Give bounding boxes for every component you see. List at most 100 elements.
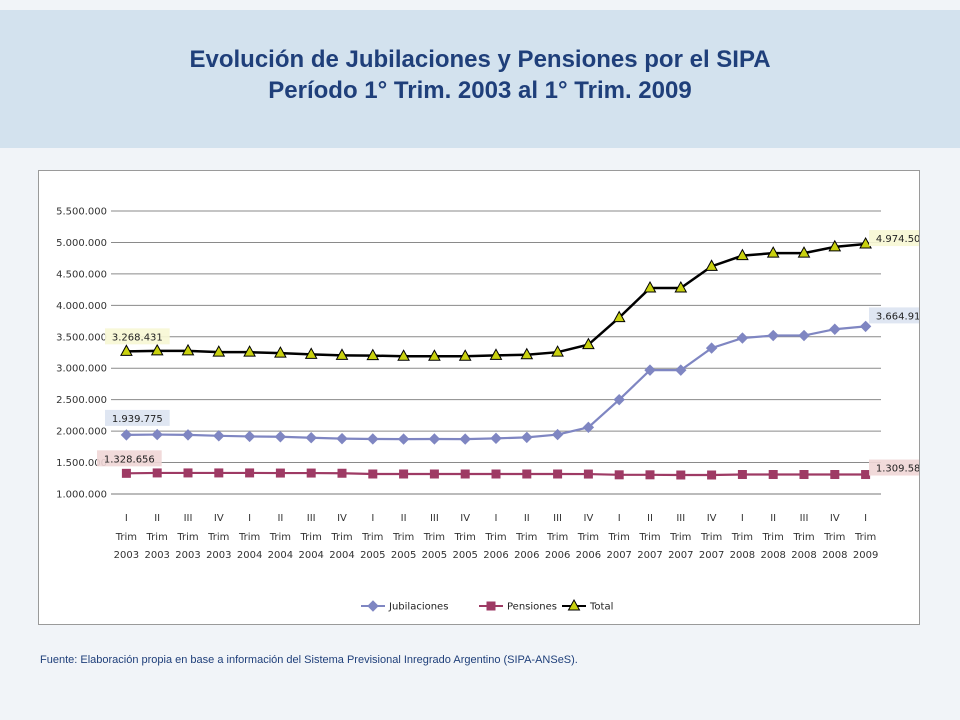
x-tick-year: 2003: [144, 550, 169, 561]
data-label-jubilaciones-first: 1.939.775: [112, 414, 163, 425]
data-point-pensiones: [645, 470, 655, 480]
x-tick-quarter: I: [495, 513, 498, 524]
data-point-jubilaciones: [736, 332, 749, 344]
data-label-total-first: 3.268.431: [112, 332, 163, 343]
x-tick-year: 2005: [452, 550, 477, 561]
data-point-total: [120, 344, 133, 356]
chart-frame: 1.000.000 1.500.000 2.000.000 2.500.000 3.00…: [38, 170, 920, 625]
x-tick-quarter: II: [154, 513, 160, 524]
x-tick-year: 2006: [483, 550, 508, 561]
data-point-jubilaciones: [182, 429, 194, 441]
x-tick-year: 2008: [822, 550, 847, 561]
x-tick-year: 2008: [760, 550, 785, 561]
data-point-total: [212, 345, 226, 357]
data-point-pensiones: [830, 470, 840, 480]
y-tick-label: 2.500.000: [56, 395, 107, 406]
data-label-pensiones-first: 1.328.656: [104, 454, 155, 465]
x-tick-trim: Trim: [238, 532, 260, 543]
data-point-total: [582, 337, 595, 350]
x-tick-trim: Trim: [669, 532, 691, 543]
data-point-pensiones: [121, 468, 131, 478]
x-tick-trim: Trim: [392, 532, 414, 543]
data-point-jubilaciones: [705, 342, 718, 354]
data-point-pensiones: [306, 468, 316, 478]
data-point-jubilaciones: [428, 433, 441, 445]
data-label-pensiones-last: 1.309.589: [876, 464, 919, 475]
x-tick-year: 2005: [391, 550, 416, 561]
x-tick-trim: Trim: [484, 532, 506, 543]
data-point-total: [520, 347, 534, 360]
data-point-jubilaciones: [829, 323, 841, 335]
title-line-2: Período 1° Trim. 2003 al 1° Trim. 2009: [268, 77, 692, 104]
x-tick-year: 2006: [576, 550, 601, 561]
series-line-total: [126, 242, 866, 358]
data-point-total: [366, 348, 380, 361]
data-point-jubilaciones: [798, 329, 810, 342]
x-tick-year: 2003: [206, 550, 231, 561]
data-point-jubilaciones: [397, 433, 410, 445]
data-point-jubilaciones: [274, 431, 287, 443]
x-tick-trim: Trim: [792, 532, 814, 543]
data-point-jubilaciones: [859, 320, 872, 333]
data-point-pensiones: [399, 469, 409, 479]
y-tick-label: 3.500.000: [56, 332, 107, 343]
x-tick-quarter: IV: [460, 513, 470, 524]
data-point-pensiones: [183, 468, 193, 478]
x-tick-trim: Trim: [423, 532, 445, 543]
data-point-total: [489, 348, 503, 360]
data-point-pensiones: [799, 470, 809, 480]
data-point-jubilaciones: [521, 431, 533, 444]
x-tick-trim: Trim: [731, 532, 753, 543]
x-tick-quarter: II: [524, 513, 530, 524]
x-tick-trim: Trim: [515, 532, 537, 543]
data-point-jubilaciones: [305, 432, 317, 444]
data-point-pensiones: [429, 469, 439, 479]
data-point-total: [181, 343, 195, 356]
x-tick-quarter: II: [401, 513, 407, 524]
data-point-jubilaciones: [551, 428, 564, 441]
data-point-total: [736, 248, 749, 261]
data-point-jubilaciones: [151, 428, 163, 441]
x-tick-quarter: III: [800, 513, 809, 524]
x-tick-trim: Trim: [269, 532, 291, 543]
data-point-pensiones: [275, 468, 285, 478]
x-tick-year: 2005: [422, 550, 447, 561]
data-point-total: [674, 281, 688, 293]
x-tick-year: 2007: [699, 550, 724, 561]
data-point-total: [428, 349, 441, 361]
data-point-pensiones: [768, 470, 778, 480]
x-tick-quarter: III: [676, 513, 685, 524]
x-tick-year: 2008: [791, 550, 816, 561]
x-tick-trim: Trim: [300, 532, 322, 543]
x-tick-trim: Trim: [146, 532, 168, 543]
x-tick-year: 2006: [545, 550, 570, 561]
x-tick-quarter: III: [184, 513, 193, 524]
data-point-pensiones: [337, 468, 347, 478]
data-point-pensiones: [737, 470, 747, 480]
x-tick-quarter: I: [618, 513, 621, 524]
x-tick-year: 2004: [237, 550, 262, 561]
source-note: Fuente: Elaboración propia en base a inf…: [40, 654, 578, 666]
data-point-total: [705, 259, 718, 271]
data-point-total: [397, 349, 410, 361]
x-tick-year: 2008: [730, 550, 755, 561]
data-label-total-last: 4.974.505: [876, 234, 919, 245]
x-tick-quarter: IV: [707, 513, 717, 524]
y-tick-label: 1.000.000: [56, 490, 107, 501]
data-point-jubilaciones: [367, 433, 379, 445]
x-tick-quarter: IV: [830, 513, 840, 524]
y-tick-label: 3.000.000: [56, 364, 107, 375]
data-point-pensiones: [707, 470, 717, 480]
title-line-1: Evolución de Jubilaciones y Pensiones po…: [189, 46, 771, 73]
data-point-jubilaciones: [243, 430, 256, 443]
y-tick-label: 4.500.000: [56, 269, 107, 280]
data-point-pensiones: [583, 469, 593, 479]
x-tick-quarter: II: [277, 513, 283, 524]
data-point-jubilaciones: [675, 364, 687, 376]
x-tick-quarter: I: [125, 513, 128, 524]
data-point-jubilaciones: [613, 393, 625, 406]
legend-label-total: Total: [589, 602, 613, 613]
data-label-bg: [869, 459, 919, 476]
x-tick-trim: Trim: [638, 532, 660, 543]
series-line-jubilaciones: [126, 325, 866, 441]
